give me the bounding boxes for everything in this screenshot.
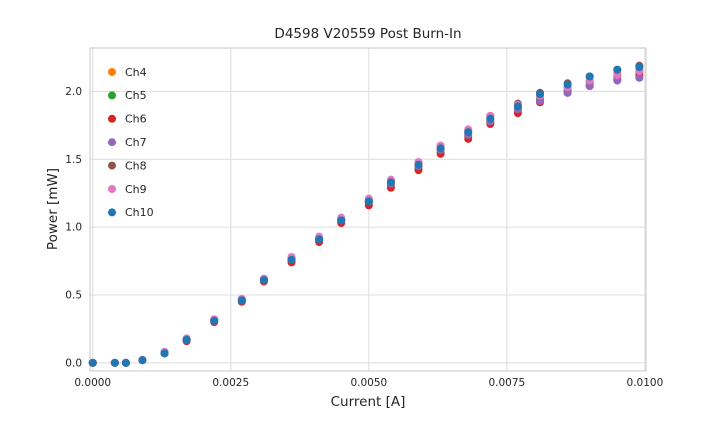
x-tick-label: 0.0050 <box>350 377 387 389</box>
legend-label-ch10: Ch10 <box>125 206 154 219</box>
data-point-ch10 <box>364 197 373 206</box>
legend-marker-ch8 <box>108 161 116 170</box>
chart-title: D4598 V20559 Post Burn-In <box>274 26 462 42</box>
data-point-ch10 <box>138 356 147 365</box>
data-point-ch10 <box>160 349 169 358</box>
y-tick-label: 0.5 <box>65 290 82 302</box>
legend-marker-ch10 <box>108 208 116 217</box>
legend-marker-ch9 <box>108 185 116 193</box>
legend-label-ch4: Ch4 <box>125 66 147 79</box>
x-tick-label: 0.0075 <box>488 377 525 389</box>
x-tick-label: 0.0100 <box>627 377 664 389</box>
data-point-ch10 <box>110 358 119 367</box>
legend-marker-ch5 <box>108 91 116 100</box>
y-tick-label: 2.0 <box>65 86 82 98</box>
y-tick-label: 0.0 <box>65 357 82 369</box>
legend-label-ch5: Ch5 <box>125 89 147 102</box>
data-point-ch10 <box>315 235 324 244</box>
legend-label-ch8: Ch8 <box>125 159 147 172</box>
x-axis-label: Current [A] <box>330 394 406 410</box>
legend-marker-ch7 <box>108 138 116 147</box>
data-point-ch10 <box>386 178 395 187</box>
data-point-ch10 <box>210 316 219 325</box>
data-point-ch10 <box>182 335 191 344</box>
data-point-ch10 <box>513 102 522 111</box>
legend-label-ch6: Ch6 <box>125 113 147 126</box>
data-point-ch10 <box>585 72 594 81</box>
legend-label-ch7: Ch7 <box>125 136 147 149</box>
x-tick-label: 0.0000 <box>74 377 111 389</box>
data-point-ch10 <box>464 128 473 137</box>
legend-label-ch9: Ch9 <box>125 183 147 196</box>
data-point-ch10 <box>563 80 572 89</box>
data-point-ch10 <box>237 296 246 305</box>
data-point-ch10 <box>88 358 97 367</box>
data-point-ch10 <box>259 276 268 285</box>
data-point-ch10 <box>436 144 445 153</box>
data-point-ch10 <box>486 114 495 123</box>
data-point-ch10 <box>635 63 644 71</box>
y-tick-label: 1.0 <box>65 222 82 234</box>
x-tick-label: 0.0025 <box>212 377 249 389</box>
data-point-ch10 <box>337 216 346 225</box>
data-point-ch10 <box>535 90 544 99</box>
legend-marker-ch4 <box>108 68 116 76</box>
data-point-ch10 <box>287 255 296 264</box>
plot-background <box>90 48 646 371</box>
data-point-ch7 <box>635 73 644 82</box>
data-point-ch10 <box>414 160 423 169</box>
plot-border <box>89 47 647 372</box>
y-tick-label: 1.5 <box>65 154 82 166</box>
legend-marker-ch6 <box>108 114 116 123</box>
data-point-ch10 <box>613 65 622 74</box>
data-point-ch10 <box>121 358 130 367</box>
